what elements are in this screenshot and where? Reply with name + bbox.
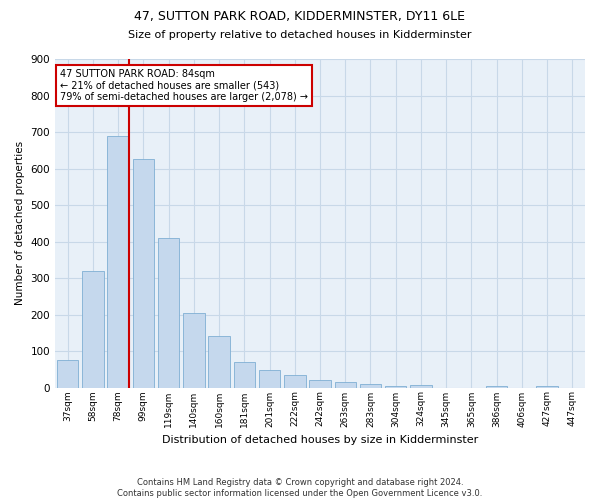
Bar	[208, 336, 230, 388]
Bar	[385, 386, 406, 388]
Text: Contains HM Land Registry data © Crown copyright and database right 2024.
Contai: Contains HM Land Registry data © Crown c…	[118, 478, 482, 498]
Text: 47 SUTTON PARK ROAD: 84sqm
← 21% of detached houses are smaller (543)
79% of sem: 47 SUTTON PARK ROAD: 84sqm ← 21% of deta…	[61, 69, 308, 102]
Bar	[107, 136, 129, 388]
Bar	[82, 270, 104, 388]
Bar	[158, 238, 179, 388]
Bar	[183, 312, 205, 388]
Text: 47, SUTTON PARK ROAD, KIDDERMINSTER, DY11 6LE: 47, SUTTON PARK ROAD, KIDDERMINSTER, DY1…	[134, 10, 466, 23]
Bar	[57, 360, 79, 388]
Bar	[133, 160, 154, 388]
X-axis label: Distribution of detached houses by size in Kidderminster: Distribution of detached houses by size …	[162, 435, 478, 445]
Bar	[536, 386, 558, 388]
Bar	[284, 374, 305, 388]
Bar	[486, 386, 508, 388]
Bar	[233, 362, 255, 388]
Bar	[410, 384, 431, 388]
Text: Size of property relative to detached houses in Kidderminster: Size of property relative to detached ho…	[128, 30, 472, 40]
Bar	[309, 380, 331, 388]
Y-axis label: Number of detached properties: Number of detached properties	[15, 141, 25, 306]
Bar	[360, 384, 381, 388]
Bar	[259, 370, 280, 388]
Bar	[335, 382, 356, 388]
